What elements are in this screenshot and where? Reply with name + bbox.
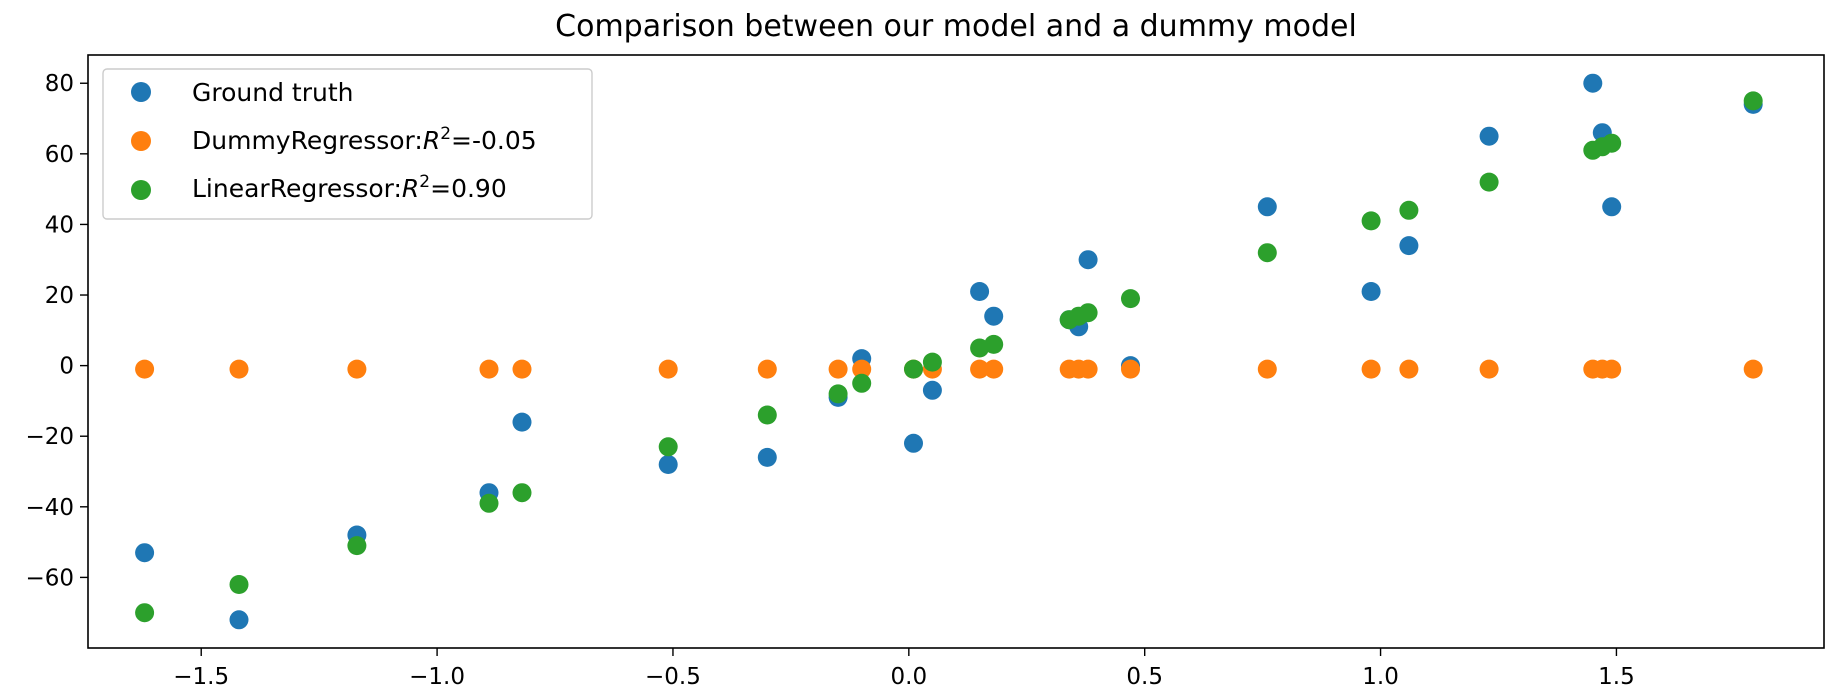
point-ground-truth-5 — [658, 455, 678, 474]
point-ground-truth-20 — [1479, 126, 1499, 146]
y-tick-label: 0 — [59, 354, 74, 380]
y-tick-label: 80 — [45, 71, 74, 97]
point-ground-truth-23 — [1602, 197, 1622, 217]
point-linearregressor-r-0-90-17 — [1257, 243, 1277, 263]
point-dummyregressor-r-0-05-12 — [984, 359, 1004, 379]
x-tick-label: 0.0 — [891, 664, 928, 690]
y-tick-label: −40 — [25, 495, 74, 521]
point-dummyregressor-r-0-05-23 — [1602, 359, 1622, 379]
x-tick-label: 1.0 — [1362, 664, 1399, 690]
point-ground-truth-6 — [757, 447, 777, 467]
point-linearregressor-r-0-90-24 — [1743, 91, 1763, 111]
point-dummyregressor-r-0-05-18 — [1361, 359, 1381, 379]
point-linearregressor-r-0-90-12 — [984, 334, 1004, 354]
point-linearregressor-r-0-90-20 — [1479, 172, 1499, 192]
point-ground-truth-11 — [970, 282, 990, 301]
legend-marker-ground-truth — [131, 82, 151, 102]
y-tick-label: −60 — [25, 565, 74, 591]
legend-label-ground-truth: Ground truth — [192, 78, 353, 107]
point-dummyregressor-r-0-05-2 — [347, 359, 367, 379]
legend-marker-linear-regressor — [131, 180, 151, 200]
point-linearregressor-r-0-90-9 — [904, 359, 923, 379]
legend-box — [102, 68, 593, 220]
legend-label-linear-regressor: LinearRegressor:R2=0.90 — [192, 172, 507, 203]
point-dummyregressor-r-0-05-5 — [658, 359, 678, 379]
point-dummyregressor-r-0-05-17 — [1257, 359, 1277, 379]
point-linearregressor-r-0-90-2 — [347, 536, 367, 556]
point-linearregressor-r-0-90-15 — [1078, 303, 1098, 323]
point-linearregressor-r-0-90-10 — [922, 352, 942, 372]
point-ground-truth-1 — [229, 610, 249, 630]
x-tick-label: −1.5 — [173, 664, 229, 690]
point-linearregressor-r-0-90-23 — [1602, 133, 1622, 153]
point-linearregressor-r-0-90-7 — [828, 384, 848, 404]
point-ground-truth-17 — [1257, 197, 1277, 217]
point-dummyregressor-r-0-05-20 — [1479, 359, 1499, 379]
point-linearregressor-r-0-90-6 — [757, 405, 777, 425]
point-ground-truth-0 — [135, 543, 155, 563]
point-ground-truth-4 — [512, 412, 532, 432]
point-dummyregressor-r-0-05-3 — [479, 359, 499, 379]
point-ground-truth-12 — [984, 306, 1004, 326]
y-tick-label: 40 — [45, 212, 74, 238]
point-ground-truth-18 — [1361, 282, 1381, 301]
y-tick-label: 60 — [45, 142, 74, 168]
point-dummyregressor-r-0-05-4 — [512, 359, 532, 379]
point-dummyregressor-r-0-05-0 — [135, 359, 155, 379]
x-axis-ticks: −1.5 −1.0 −0.5 0.0 0.5 1.0 1.5 — [173, 648, 1635, 690]
point-ground-truth-19 — [1399, 236, 1419, 256]
legend-marker-dummy-regressor — [131, 131, 151, 151]
data-points — [135, 73, 1763, 630]
y-axis-ticks: −60 −40 −20 0 20 40 60 80 — [25, 71, 88, 591]
y-tick-label: −20 — [25, 424, 74, 450]
point-dummyregressor-r-0-05-8 — [852, 359, 872, 379]
point-dummyregressor-r-0-05-7 — [828, 359, 848, 379]
point-linearregressor-r-0-90-16 — [1121, 289, 1140, 309]
x-tick-label: −1.0 — [409, 664, 465, 690]
point-linearregressor-r-0-90-0 — [135, 603, 155, 623]
point-linearregressor-r-0-90-8 — [852, 373, 872, 393]
point-dummyregressor-r-0-05-16 — [1121, 359, 1140, 379]
x-tick-label: 1.5 — [1598, 664, 1635, 690]
point-dummyregressor-r-0-05-6 — [757, 359, 777, 379]
legend-label-dummy-regressor: DummyRegressor:R2=-0.05 — [192, 124, 537, 155]
point-ground-truth-9 — [904, 433, 923, 453]
point-linearregressor-r-0-90-3 — [479, 493, 499, 513]
plot-frame — [87, 54, 1825, 649]
legend: Ground truth DummyRegressor:R2=-0.05 Lin… — [102, 68, 593, 220]
point-ground-truth-10 — [922, 380, 942, 400]
point-dummyregressor-r-0-05-19 — [1399, 359, 1419, 379]
legend-entry-dummy-regressor: DummyRegressor:R2=-0.05 — [131, 124, 537, 155]
point-linearregressor-r-0-90-4 — [512, 483, 532, 503]
y-tick-label: 20 — [45, 283, 74, 309]
point-ground-truth-21 — [1583, 73, 1603, 93]
chart-title: Comparison between our model and a dummy… — [555, 9, 1357, 44]
legend-entry-ground-truth: Ground truth — [131, 78, 353, 107]
legend-entry-linear-regressor: LinearRegressor:R2=0.90 — [131, 172, 507, 203]
point-linearregressor-r-0-90-1 — [229, 575, 249, 594]
point-linearregressor-r-0-90-19 — [1399, 200, 1419, 220]
point-dummyregressor-r-0-05-1 — [229, 359, 249, 379]
point-ground-truth-15 — [1078, 250, 1098, 270]
point-dummyregressor-r-0-05-24 — [1743, 359, 1763, 379]
point-dummyregressor-r-0-05-11 — [970, 359, 990, 379]
x-tick-label: 0.5 — [1126, 664, 1163, 690]
point-dummyregressor-r-0-05-15 — [1078, 359, 1098, 379]
point-linearregressor-r-0-90-18 — [1361, 211, 1381, 231]
x-tick-label: −0.5 — [645, 664, 701, 690]
point-linearregressor-r-0-90-5 — [658, 437, 678, 457]
